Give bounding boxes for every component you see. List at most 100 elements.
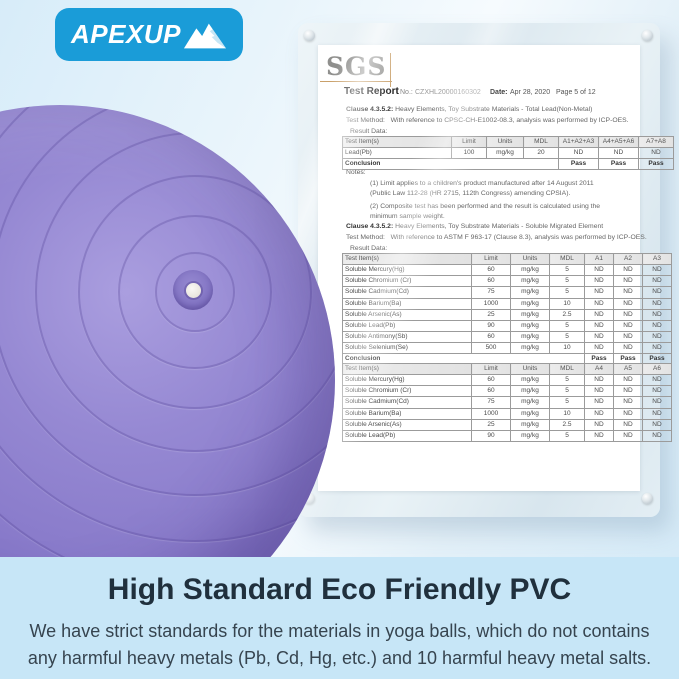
table-cell: Soluble Cadmium(Cd) xyxy=(342,396,472,409)
table-header-cell: Limit xyxy=(451,135,487,149)
table-cell: mg/kg xyxy=(510,308,550,321)
clause-text: Heavy Elements, Toy Substrate Materials … xyxy=(395,223,604,230)
table-cell: ND xyxy=(613,407,643,420)
table-header-cell: A4 xyxy=(584,362,614,376)
report-no-label: No.: xyxy=(400,89,413,96)
table-cell: ND xyxy=(642,407,672,420)
soluble-elements-table-a1a3: Test Item(s) Limit Units MDL A1 A2 A3 Soluble M… xyxy=(342,252,672,366)
table-cell: ND xyxy=(613,308,643,321)
table-cell: ND xyxy=(642,308,672,321)
table-cell: Conclusion xyxy=(342,158,559,171)
table-cell: ND xyxy=(584,374,614,387)
method-label: Test Method: xyxy=(346,234,385,241)
table-cell: 5 xyxy=(549,286,585,299)
table-cell: mg/kg xyxy=(510,374,550,387)
method-text: With reference to CPSC-CH-E1002-08.3, an… xyxy=(390,117,629,124)
table-cell: mg/kg xyxy=(510,429,550,442)
table-cell: Soluble Barium(Ba) xyxy=(342,407,472,420)
table-cell: Soluble Selenium(Se) xyxy=(342,341,472,355)
table-cell: ND xyxy=(642,374,672,387)
table-cell: ND xyxy=(638,147,674,160)
table-cell: 10 xyxy=(549,341,585,355)
table-cell: 75 xyxy=(471,286,511,299)
table-cell: ND xyxy=(642,264,672,277)
table-cell: ND xyxy=(584,418,614,431)
table-header-cell: Limit xyxy=(471,252,511,266)
table-header-cell: MDL xyxy=(549,252,585,266)
test-method-line-2: Test Method: With reference to ASTM F 96… xyxy=(346,234,647,242)
table-cell: Soluble Lead(Pb) xyxy=(342,319,472,332)
table-cell: Pass xyxy=(558,158,599,171)
brand-logo-text: APEXUP xyxy=(71,19,181,49)
table-cell: 10 xyxy=(549,297,585,310)
clause-label: Clause 4.3.5.2: xyxy=(346,223,394,230)
table-cell: 60 xyxy=(471,275,511,288)
table-cell: ND xyxy=(584,330,614,344)
table-cell: ND xyxy=(584,341,614,355)
table-cell: 60 xyxy=(471,374,511,387)
soluble-elements-table-a4a6: Test Item(s) Limit Units MDL A4 A5 A6 Soluble M… xyxy=(342,362,672,442)
table-cell: Soluble Mercury(Hg) xyxy=(342,374,472,387)
sgs-logo-underline xyxy=(320,81,392,82)
table-cell: ND xyxy=(584,396,614,409)
table-cell: 90 xyxy=(471,429,511,442)
table-header-cell: Test Item(s) xyxy=(342,135,452,149)
report-page-number: Page 5 of 12 xyxy=(556,89,596,96)
table-header-cell: Limit xyxy=(471,362,511,376)
table-cell: 60 xyxy=(471,330,511,344)
table-cell: 20 xyxy=(523,147,559,160)
table-cell: 2.5 xyxy=(549,418,585,431)
caption-body-line2: any harmful heavy metals (Pb, Cd, Hg, et… xyxy=(27,648,652,668)
result-data-label-2: Result Data: xyxy=(350,245,388,252)
table-cell: mg/kg xyxy=(510,275,550,288)
caption-band: High Standard Eco Friendly PVC We have s… xyxy=(0,557,679,679)
table-cell: 60 xyxy=(471,264,511,277)
notes-label: Notes: xyxy=(346,169,366,176)
table-cell: ND xyxy=(613,396,643,409)
table-cell: 5 xyxy=(549,396,585,409)
table-cell: Soluble Antimony(Sb) xyxy=(342,330,472,344)
table-cell: ND xyxy=(613,418,643,431)
table-cell: ND xyxy=(613,297,643,310)
table-cell: ND xyxy=(642,297,672,310)
table-cell: mg/kg xyxy=(510,330,550,344)
table-cell: ND xyxy=(613,275,643,288)
clause-line-2: Clause 4.3.5.2: Heavy Elements, Toy Subs… xyxy=(346,223,603,231)
table-cell: 25 xyxy=(471,418,511,431)
report-no-value: CZXHL20000160302 xyxy=(415,89,481,96)
table-cell: 5 xyxy=(549,264,585,277)
table-cell: ND xyxy=(642,396,672,409)
table-cell: ND xyxy=(613,264,643,277)
table-cell: ND xyxy=(642,286,672,299)
table-cell: ND xyxy=(584,385,614,398)
table-cell: Lead(Pb) xyxy=(342,147,452,160)
table-header-cell: MDL xyxy=(549,362,585,376)
lead-results-table: Test Item(s) Limit Units MDL A1+A2+A3 A4+A5+A… xyxy=(342,135,674,171)
table-cell: mg/kg xyxy=(510,286,550,299)
table-cell: ND xyxy=(613,286,643,299)
report-title: Test Report xyxy=(344,86,399,97)
clause-label: Clause 4.3.5.2: xyxy=(346,106,394,113)
table-cell: Pass xyxy=(638,158,674,171)
frame-screw-icon xyxy=(304,30,315,41)
caption-body-line1: We have strict standards for the materia… xyxy=(29,621,650,641)
table-header-cell: MDL xyxy=(523,135,559,149)
ball-ridge-ring xyxy=(0,105,335,589)
table-cell: 5 xyxy=(549,385,585,398)
table-header-cell: A3 xyxy=(642,252,672,266)
table-cell: ND xyxy=(584,286,614,299)
report-date-value: Apr 28, 2020 xyxy=(510,89,551,96)
table-cell: 75 xyxy=(471,396,511,409)
table-cell: ND xyxy=(613,374,643,387)
table-cell: mg/kg xyxy=(510,341,550,355)
table-cell: ND xyxy=(613,341,643,355)
table-cell: ND xyxy=(584,297,614,310)
note-1: (1) Limit applies to a children's produc… xyxy=(370,180,594,198)
table-cell: ND xyxy=(598,147,639,160)
method-label: Test Method: xyxy=(346,117,385,124)
test-method-line-1: Test Method: With reference to CPSC-CH-E… xyxy=(346,117,629,125)
table-header-cell: A5 xyxy=(613,362,643,376)
table-cell: ND xyxy=(642,385,672,398)
table-cell: mg/kg xyxy=(510,396,550,409)
